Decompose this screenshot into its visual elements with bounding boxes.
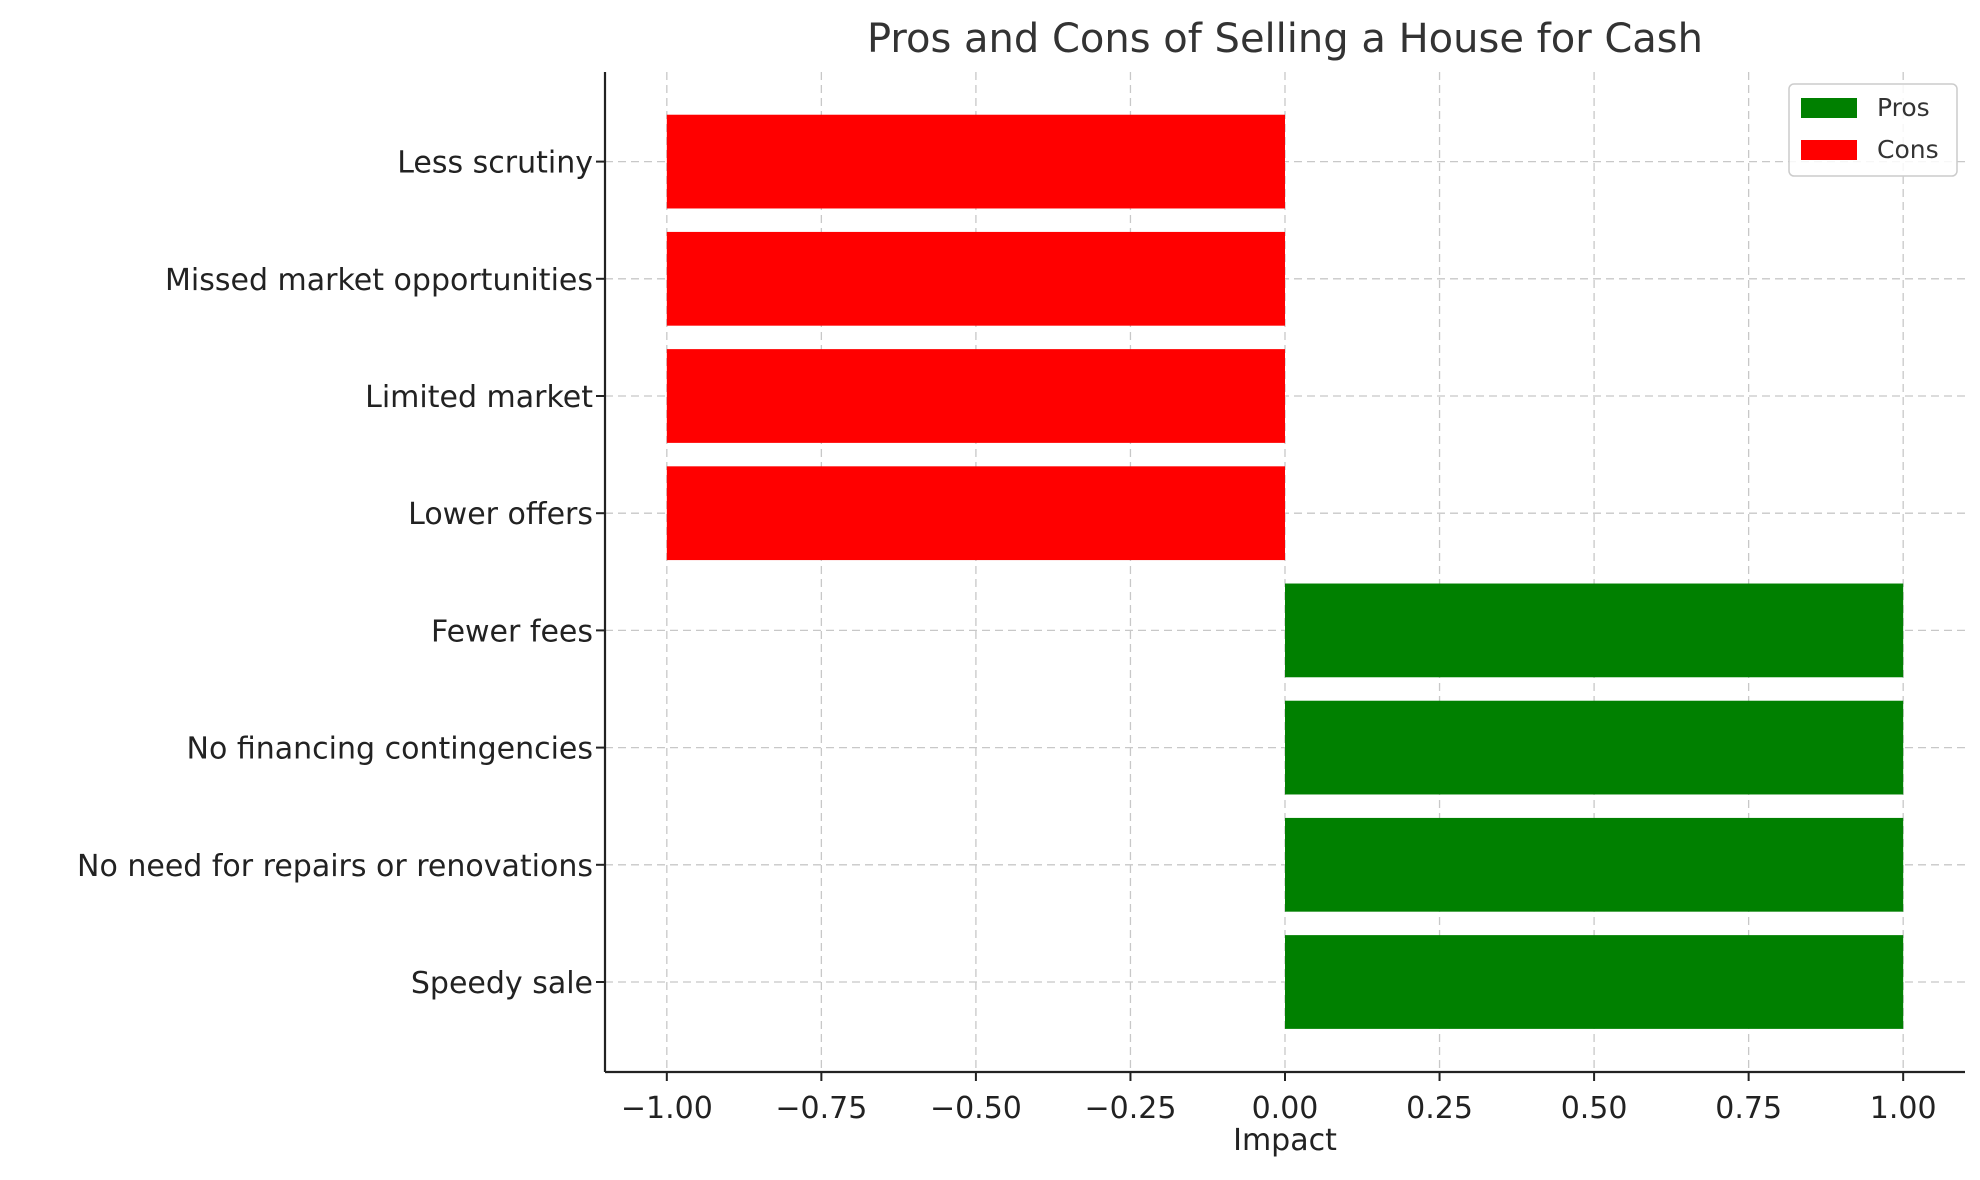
grid-layer [605,72,1965,1072]
chart-title: Pros and Cons of Selling a House for Cas… [867,16,1703,62]
y-tick-label: Fewer fees [431,614,593,649]
x-tick-label: 0.50 [1561,1091,1628,1126]
axes-layer: −1.00 −0.75 −0.50 −0.25 0.00 0.25 0.50 0.75 1.00… [77,72,1965,1126]
bar-pros [1285,935,1904,1029]
legend-swatch-pros [1801,98,1857,118]
bar-cons [666,231,1285,326]
y-tick-label: No financing contingencies [187,732,593,767]
y-tick-label: Missed market opportunities [165,263,593,298]
legend: Pros Cons [1788,83,1958,177]
x-tick-label: 0.25 [1406,1091,1473,1126]
x-tick-label: 0.75 [1715,1091,1782,1126]
bar-cons [666,114,1285,209]
x-tick-label: 1.00 [1870,1091,1937,1126]
x-tick-label: 0.00 [1252,1091,1319,1126]
bar-cons [666,349,1285,443]
bar-cons [666,466,1285,561]
y-tick-label: Less scrutiny [397,146,593,181]
x-tick-label: −0.50 [930,1091,1022,1126]
x-axis-label: Impact [1233,1123,1337,1158]
bar-pros [1285,817,1904,912]
bars-layer [666,114,1904,1029]
legend-swatch-cons [1801,140,1857,160]
y-tick-label: Limited market [365,380,593,415]
legend-label-pros: Pros [1877,93,1930,122]
bar-pros [1285,583,1904,678]
y-tick-label: No need for repairs or renovations [77,849,593,884]
legend-label-cons: Cons [1877,135,1939,164]
x-tick-label: −0.75 [775,1091,867,1126]
bar-pros [1285,700,1904,795]
x-tick-label: −1.00 [621,1091,713,1126]
y-tick-label: Lower offers [408,497,593,532]
y-tick-label: Speedy sale [411,966,593,1001]
x-tick-label: −0.25 [1084,1091,1176,1126]
